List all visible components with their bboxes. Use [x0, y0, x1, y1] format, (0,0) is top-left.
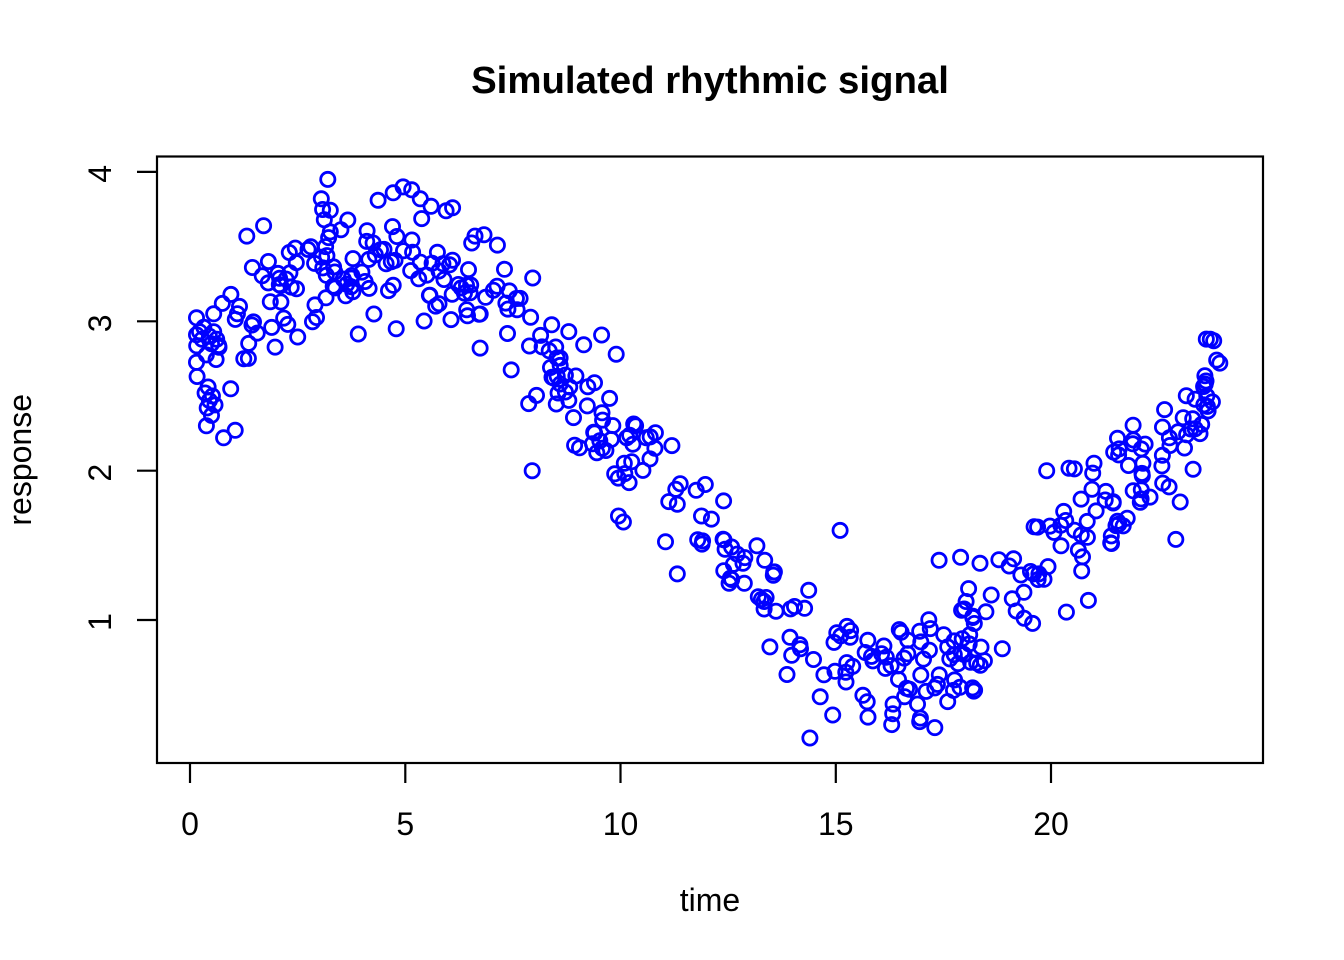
svg-text:2: 2 [82, 464, 118, 482]
svg-text:15: 15 [818, 806, 854, 842]
svg-text:0: 0 [181, 806, 199, 842]
svg-text:5: 5 [396, 806, 414, 842]
svg-text:1: 1 [82, 613, 118, 631]
svg-text:Simulated rhythmic signal: Simulated rhythmic signal [471, 59, 949, 102]
svg-text:20: 20 [1033, 806, 1069, 842]
svg-text:10: 10 [603, 806, 639, 842]
svg-text:response: response [2, 394, 38, 526]
svg-text:4: 4 [82, 165, 118, 183]
svg-text:3: 3 [82, 314, 118, 332]
svg-text:time: time [680, 882, 740, 918]
